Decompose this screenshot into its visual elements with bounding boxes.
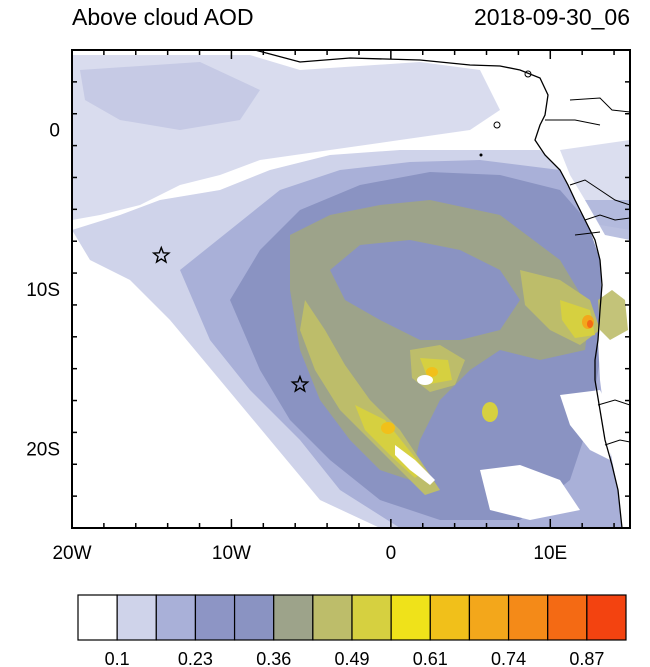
x-tick-label: 10E (533, 543, 567, 564)
site-star-1-icon (151, 245, 171, 264)
no-data-gap-1 (395, 445, 435, 485)
no-data-gap-3 (480, 465, 580, 520)
axis-tick-labels: 20W 10W 0 10E 0 10S 20S (26, 121, 567, 564)
aod-field (72, 50, 630, 528)
colorbar-swatch (233, 594, 275, 641)
colorbar-label: 0.87 (569, 649, 604, 667)
island-sao-tome (493, 121, 501, 129)
y-tick-label: 0 (49, 121, 60, 142)
country-borders (545, 97, 630, 446)
aod-hotspot-mid (426, 367, 438, 377)
x-tick-label: 10W (212, 543, 251, 564)
aod-region-0.74-small (482, 402, 498, 422)
site-star-2-icon (290, 374, 310, 393)
colorbar-label: 0.23 (178, 649, 213, 667)
aod-hotspot-east-core (587, 320, 593, 328)
y-tick-label: 10S (26, 280, 60, 301)
colorbar-swatch (273, 594, 314, 641)
aod-hotspot-south (381, 422, 395, 434)
map-title: Above cloud AOD (72, 4, 254, 30)
colorbar-swatch (507, 594, 549, 641)
colorbar-label: 0.36 (256, 649, 291, 667)
land-aod-coast (598, 290, 628, 340)
y-tick-label: 20S (26, 439, 60, 460)
colorbar-swatch (351, 594, 392, 641)
map-timestamp: 2018-09-30_06 (473, 4, 630, 30)
land-haze-2 (585, 200, 630, 240)
aod-region-faint-north-2 (80, 62, 260, 130)
colorbar-swatch (155, 594, 197, 641)
colorbar-label: 0.49 (334, 649, 369, 667)
colorbar-labels: 0.1 0.23 0.36 0.49 0.61 0.74 0.87 (105, 649, 605, 667)
colorbar-label: 0.1 (105, 649, 130, 667)
colorbar-swatch (586, 594, 627, 641)
colorbar-swatch (429, 594, 471, 641)
no-data-gap-2 (417, 375, 433, 385)
colorbar-swatch (116, 594, 157, 641)
x-tick-label: 0 (386, 543, 397, 564)
colorbar (77, 594, 627, 641)
aod-region-0.36-inner (330, 240, 520, 340)
colorbar-swatch (390, 594, 431, 641)
colorbar-swatch (547, 594, 588, 641)
colorbar-swatch (312, 594, 353, 641)
island-bioko (524, 70, 532, 78)
no-data-gap-4 (560, 390, 615, 460)
colorbar-label: 0.61 (413, 649, 448, 667)
coastline (254, 50, 623, 528)
colorbar-label: 0.74 (491, 649, 526, 667)
x-tick-label: 20W (52, 543, 91, 564)
colorbar-swatch (77, 594, 118, 641)
colorbar-swatch (468, 594, 510, 641)
site-markers (151, 245, 310, 393)
colorbar-swatch (194, 594, 236, 641)
axis-ticks (71, 49, 630, 529)
island-annobon (479, 153, 483, 157)
plot-frame (71, 49, 631, 529)
